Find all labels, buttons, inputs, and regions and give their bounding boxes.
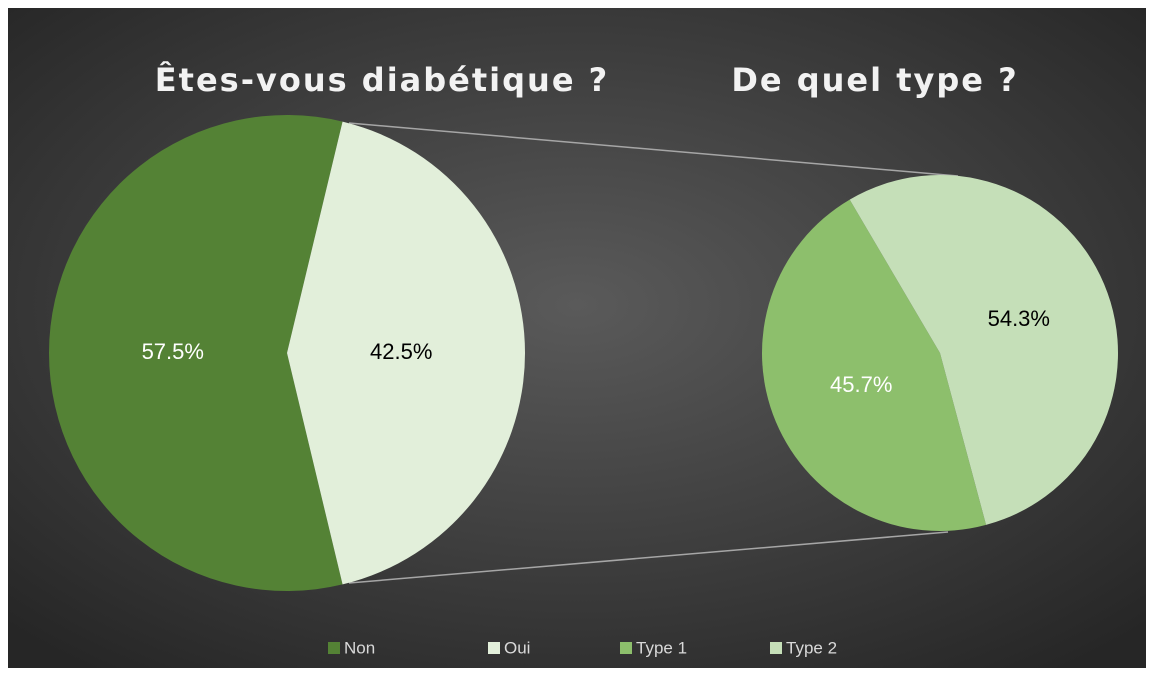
pie-slice [849, 175, 1118, 525]
chart-title: Êtes-vous diabétique ? [155, 61, 609, 99]
legend-swatch [770, 642, 782, 654]
legend-swatch [328, 642, 340, 654]
legend-label: Type 1 [636, 638, 687, 657]
pie-slice [762, 199, 987, 531]
legend-swatch [488, 642, 500, 654]
data-label: 45.7% [830, 372, 892, 397]
legend-label: Non [344, 638, 375, 657]
chart-title: De quel type ? [731, 61, 1018, 99]
legend-label: Type 2 [786, 638, 837, 657]
legend-label: Oui [504, 638, 530, 657]
data-label: 57.5% [142, 339, 204, 364]
data-label: 42.5% [370, 339, 432, 364]
pie-slice [287, 121, 526, 585]
legend-swatch [620, 642, 632, 654]
pie-slice [49, 115, 343, 591]
connector-line [348, 531, 949, 584]
connector-line [348, 122, 959, 177]
data-label: 54.3% [988, 306, 1050, 331]
